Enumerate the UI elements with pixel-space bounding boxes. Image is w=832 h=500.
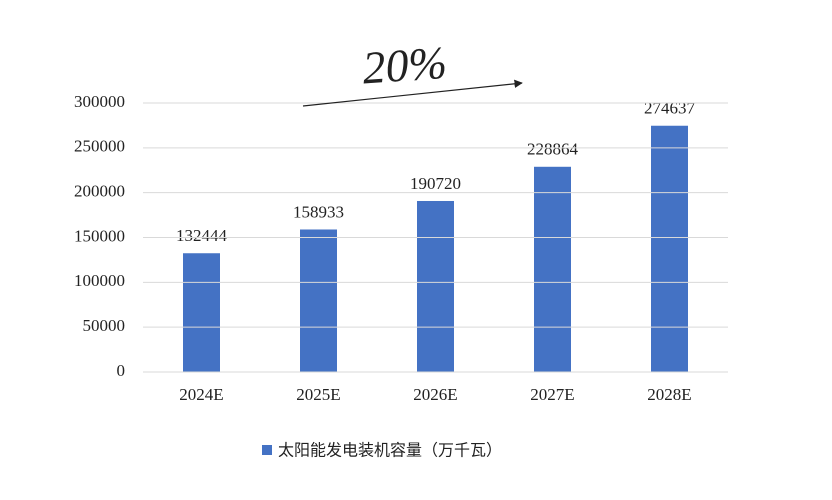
y-tick-label: 100000 xyxy=(74,271,125,290)
y-tick-label: 0 xyxy=(117,361,126,380)
data-label: 158933 xyxy=(293,202,344,221)
growth-annotation: 20% xyxy=(361,37,449,94)
data-label: 132444 xyxy=(176,226,228,245)
bar xyxy=(417,200,454,372)
bar xyxy=(651,125,688,372)
bar xyxy=(534,166,571,372)
bar xyxy=(300,229,337,372)
x-tick-label: 2024E xyxy=(179,385,223,404)
x-tick-label: 2028E xyxy=(647,385,691,404)
data-label: 274637 xyxy=(644,99,696,118)
y-tick-label: 250000 xyxy=(74,137,125,156)
y-tick-label: 200000 xyxy=(74,182,125,201)
data-label: 190720 xyxy=(410,174,461,193)
x-tick-label: 2027E xyxy=(530,385,574,404)
legend-label: 太阳能发电装机容量（万千瓦） xyxy=(278,441,502,460)
bar xyxy=(183,253,220,372)
x-tick-label: 2026E xyxy=(413,385,457,404)
x-tick-label: 2025E xyxy=(296,385,340,404)
y-tick-label: 50000 xyxy=(83,316,126,335)
legend-swatch xyxy=(262,445,272,455)
data-label: 228864 xyxy=(527,140,579,159)
y-tick-label: 150000 xyxy=(74,226,125,245)
y-tick-label: 300000 xyxy=(74,92,125,111)
trend-arrow xyxy=(302,79,523,107)
